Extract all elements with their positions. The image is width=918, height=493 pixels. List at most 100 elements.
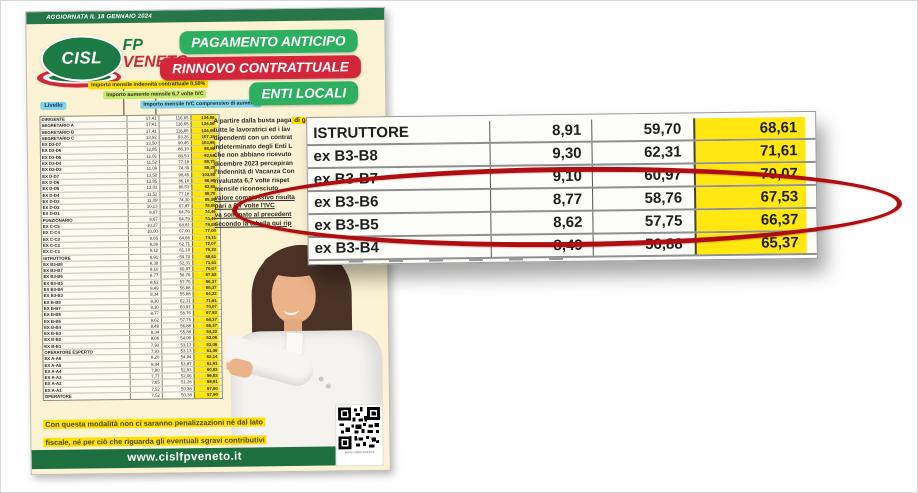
level-label: ex B-B1 [44, 343, 62, 349]
value-cell: 12,02 [127, 184, 160, 191]
value-cell: 71,61 [192, 297, 219, 304]
value-cell: 17,41 [126, 121, 159, 128]
value-cell: 8,49 [128, 285, 161, 292]
level-label: ex B-B7 [43, 305, 61, 311]
level-label: OPERATORE [44, 393, 72, 400]
value-cell: 7,52 [129, 392, 162, 400]
value-cell: 8,91 [128, 254, 161, 260]
value-cell: 60,83 [193, 366, 220, 373]
photo-cuff-button [325, 383, 331, 389]
value-cell: 7,90 [129, 367, 162, 374]
qr-code [338, 406, 381, 450]
level-label: ex A-A6 [44, 356, 62, 362]
level-label: ex D3-D5 [41, 154, 62, 160]
value-cell: 52,06 [161, 373, 194, 380]
value-cell: 90,45 [159, 171, 192, 178]
value-cell: 13,50 [127, 172, 160, 178]
level-label: ex D-D5 [42, 186, 60, 192]
value-cell: 10,00 [127, 228, 160, 235]
level-label: ex D3-D4 [42, 160, 62, 167]
value-cell: 17,41 [126, 115, 159, 122]
level-label: ex D-D4 [42, 192, 60, 198]
level-label: ex B-B5 [43, 318, 61, 324]
value-cell: 54,00 [161, 335, 194, 342]
value-cell: 7,65 [129, 380, 162, 386]
zoomed-level-label: ISTRUTTORE [313, 123, 409, 143]
website-bar[interactable]: www.cislfpveneto.it [31, 446, 338, 470]
value-cell: 74,30 [159, 165, 192, 172]
value-cell: 50,38 [161, 392, 194, 399]
value-cell: 13,50 [126, 140, 159, 147]
value-cell: 65,37 [192, 284, 219, 291]
value-cell: 61,91 [193, 360, 220, 367]
value-cell: 9,10 [128, 304, 161, 311]
level-label: ISTRUTTORE [43, 255, 71, 261]
level-label: ex D-D1 [42, 211, 60, 217]
level-label: ex B3-B4 [43, 286, 63, 293]
level-label: ex A-A2 [44, 381, 62, 387]
value-cell: 58,76 [160, 310, 193, 317]
value-cell: 64,79 [159, 209, 192, 216]
level-label: ex C-C4 [42, 230, 60, 236]
value-cell: 8,62 [128, 279, 161, 285]
value-cell: 62,31 [160, 297, 193, 304]
value-cell: 8,62 [128, 317, 161, 323]
value-cell: 66,37 [192, 278, 219, 285]
value-cell: 50,38 [161, 385, 194, 392]
value-cell: 8,49 [129, 323, 162, 330]
value-cell: 60,97 [160, 304, 193, 310]
value-cell: 53,13 [161, 341, 194, 348]
value-cell: 12,85 [126, 147, 159, 153]
level-label: SEGRETARIO A [41, 122, 74, 129]
note-line: fiscale, né per ciò che riguarda gli eve… [43, 435, 267, 448]
value-cell: 61,06 [193, 341, 220, 348]
value-cell: 11,52 [127, 159, 160, 166]
value-cell: 13,92 [126, 134, 159, 141]
level-label: ex C-C2 [43, 242, 61, 248]
value-cell: 64,66 [159, 234, 192, 241]
value-cell: 64,22 [192, 291, 219, 297]
value-cell: 74,30 [159, 197, 192, 203]
zoomed-value-cell: 9,30 [489, 142, 592, 165]
value-cell: 62,06 [193, 335, 220, 341]
level-label: ex B-B4 [44, 324, 62, 330]
qr-code-box: www.cislfpveneto.it [335, 403, 384, 467]
value-cell: 55,88 [160, 291, 193, 298]
value-cell: 55,88 [161, 329, 194, 335]
level-label: ex D-D7 [42, 173, 60, 179]
level-label: ex D-D6 [42, 179, 60, 185]
flyer: AGGIORNATA IL 18 GENNAIO 2024 CISL FP VE… [25, 6, 391, 476]
level-label: SEGRETARIO B [41, 129, 75, 135]
qr-caption: www.cislfpveneto.it [344, 449, 375, 455]
value-cell: 116,65 [158, 121, 191, 128]
level-label: DIRIGENTE [41, 116, 65, 123]
level-label: ex A-A3 [44, 374, 62, 381]
value-cell: 57,90 [193, 391, 220, 399]
value-cell: 67,00 [159, 228, 192, 235]
value-cell: 12,02 [126, 153, 159, 160]
callout-ivc-totale: Importo mensile IVC comprensivo di aumen… [140, 99, 262, 109]
value-cell: 53,13 [161, 348, 194, 354]
zoomed-value-cell: 8,91 [489, 119, 592, 142]
value-cell: 8,20 [129, 354, 162, 361]
value-cell: 7,93 [129, 342, 162, 348]
level-label: FUNZIONARIO [42, 217, 73, 223]
level-label: ex B-B3 [44, 330, 62, 337]
value-cell: 53,87 [161, 360, 194, 367]
level-label: ex D3-D6 [41, 148, 62, 154]
value-cell: 68,61 [192, 253, 219, 260]
levels-table: DIRIGENTE 17,41 116,65 134,06 SEGRETARIO A 17… [39, 113, 223, 402]
value-cell: 71,61 [192, 259, 219, 266]
cisl-logo-text: CISL [61, 48, 103, 68]
value-cell: 90,45 [158, 140, 191, 147]
value-cell: 61,06 [193, 347, 220, 354]
value-cell: 10,27 [127, 222, 160, 229]
value-cell: 70,07 [192, 266, 219, 272]
level-label: ex B-B6 [43, 312, 61, 318]
value-cell: 10,13 [127, 203, 160, 210]
value-cell: 8,77 [128, 273, 161, 279]
value-cell: 9,12 [128, 247, 161, 254]
value-cell: 11,09 [127, 165, 160, 172]
value-cell: 9,10 [128, 266, 161, 273]
callout-indennita: Importo mensile indennità contrattuale 0… [88, 79, 209, 90]
